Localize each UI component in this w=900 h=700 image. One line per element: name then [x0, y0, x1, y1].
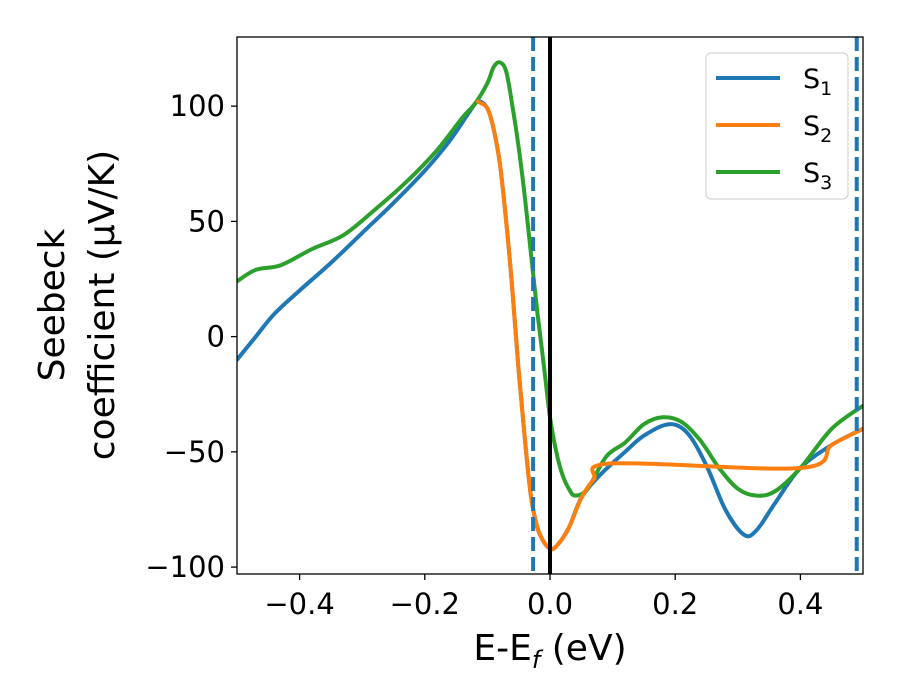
series-line-s3	[237, 60, 863, 498]
series-line-s2	[476, 99, 863, 552]
legend-label-s3: S3	[803, 158, 832, 194]
svg-text:E-Ef (eV): E-Ef (eV)	[473, 628, 626, 674]
y-axis-label-line1: Seebeck	[32, 228, 73, 381]
legend: S1 S2 S3	[705, 52, 849, 200]
x-tick-label: −0.2	[390, 587, 460, 621]
x-tick-label: 0.4	[777, 587, 823, 621]
y-axis-label: Seebeck coefficient (μV/K)	[32, 150, 123, 460]
x-axis-label: E-Ef (eV)	[473, 628, 626, 674]
y-tick-label: −50	[164, 435, 225, 469]
reference-lines-layer	[531, 37, 859, 574]
x-tick-label: 0.2	[652, 587, 698, 621]
y-axis-label-line2: coefficient (μV/K)	[82, 150, 123, 460]
legend-label-s1: S1	[803, 64, 832, 100]
axis-ticks-layer: −0.4 −0.2 0.0 0.2 0.4 −100 −50 0 50 100	[145, 89, 823, 621]
x-tick-label: 0.0	[527, 587, 573, 621]
y-tick-label: −100	[145, 550, 225, 584]
legend-label-s2: S2	[803, 111, 832, 147]
y-tick-label: 50	[188, 204, 225, 238]
y-tick-label: 0	[207, 320, 225, 354]
y-tick-label: 100	[170, 89, 225, 123]
x-tick-label: −0.4	[264, 587, 334, 621]
